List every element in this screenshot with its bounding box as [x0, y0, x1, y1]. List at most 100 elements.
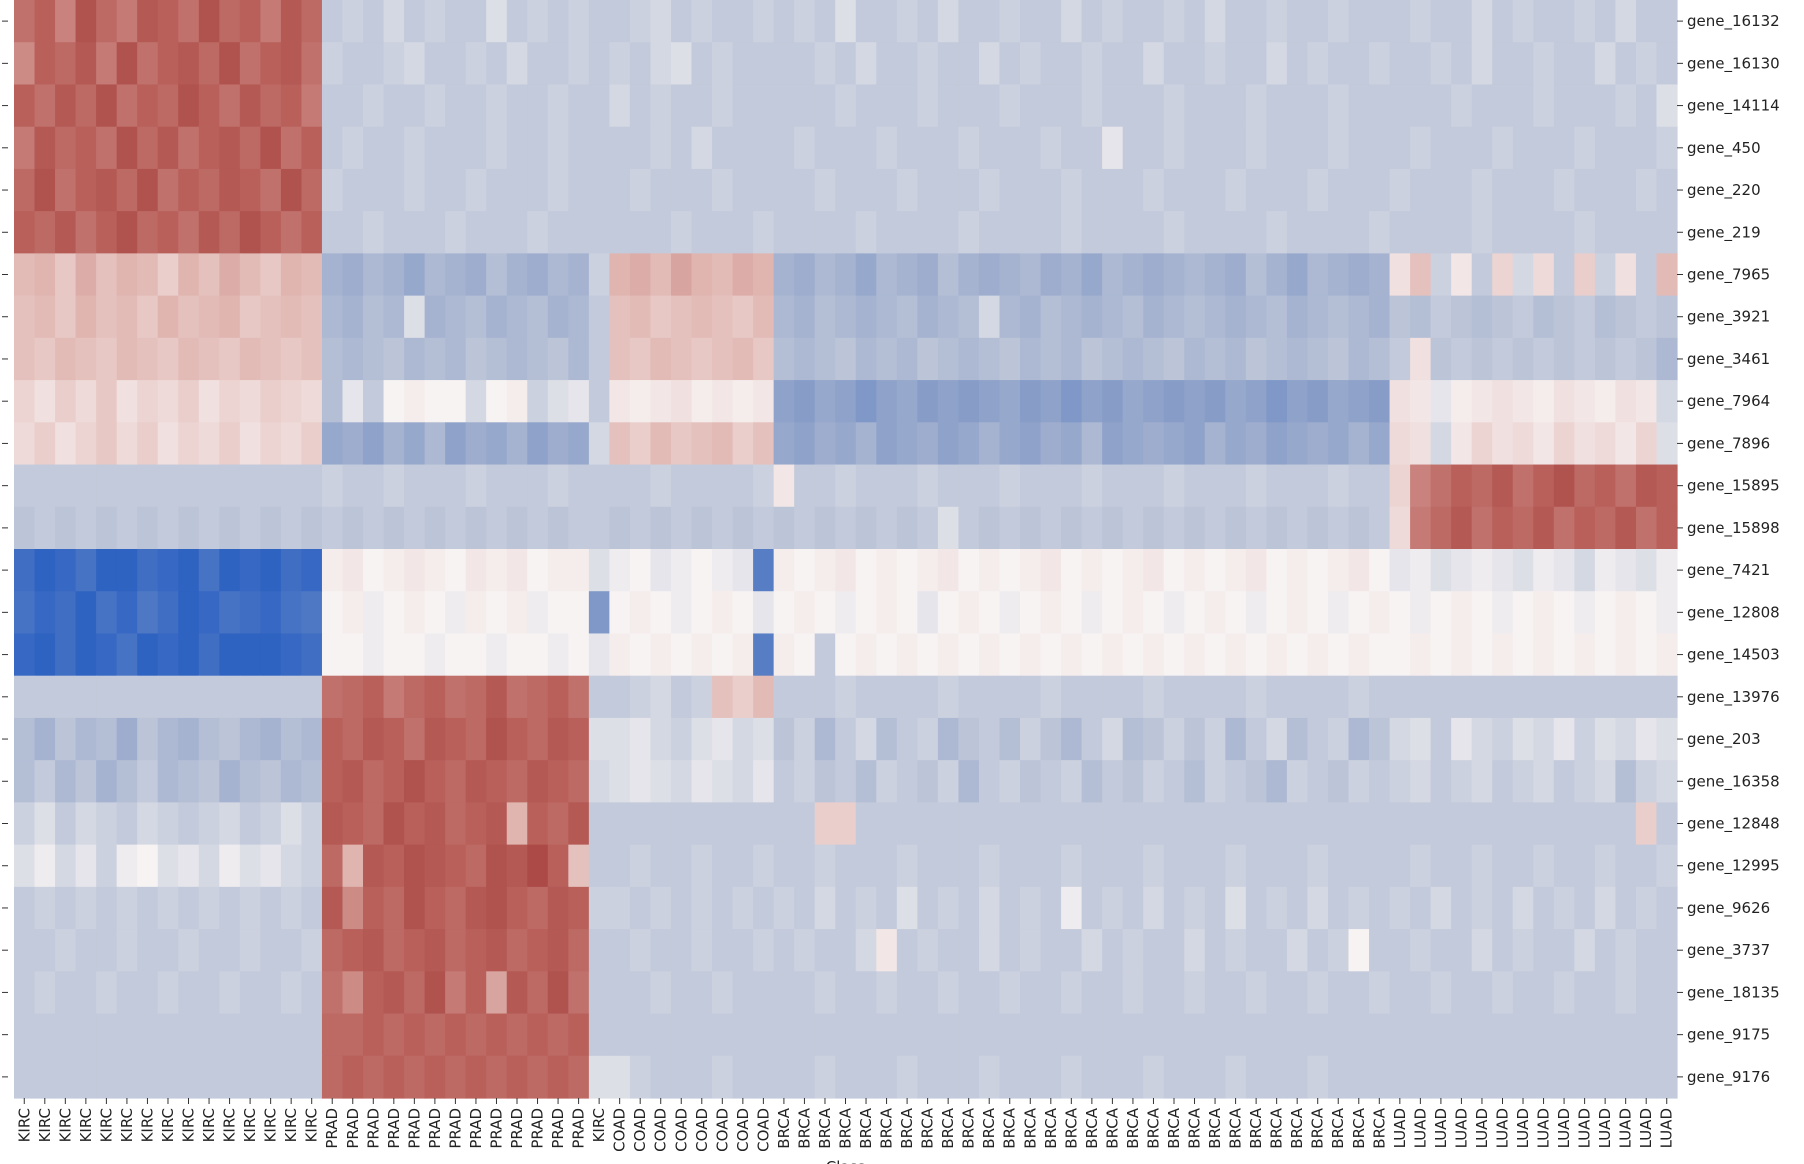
y-tick-label: gene_7896 [1687, 434, 1770, 453]
cell [814, 337, 836, 381]
cell [1204, 422, 1226, 466]
cell [1348, 253, 1370, 297]
cell [486, 929, 508, 972]
cell [1471, 717, 1493, 761]
cell [55, 1055, 77, 1099]
cell [1040, 84, 1062, 128]
cell [1656, 253, 1678, 297]
cell [14, 886, 36, 930]
cell [1369, 633, 1391, 677]
cell [732, 802, 754, 846]
cell [1594, 591, 1617, 635]
cell [609, 591, 631, 635]
cell [1143, 337, 1165, 381]
cell [547, 760, 569, 803]
cell [424, 464, 446, 508]
x-tick-label: BRCA [980, 1107, 998, 1148]
cell [1081, 549, 1103, 592]
cell [465, 253, 487, 297]
cell [157, 506, 179, 550]
cell [1286, 717, 1309, 761]
cell [1225, 971, 1247, 1015]
cell [1307, 1055, 1329, 1099]
cell [527, 42, 549, 86]
cell [1553, 506, 1575, 550]
cell [178, 464, 200, 508]
cell [1225, 380, 1247, 423]
cell [1184, 211, 1206, 254]
cell [1410, 929, 1432, 972]
cell [1430, 971, 1452, 1015]
cell [527, 84, 549, 128]
cell [753, 1013, 775, 1057]
x-tick-label: PRAD [549, 1108, 567, 1149]
cell [1225, 760, 1247, 803]
cell [794, 760, 816, 803]
cell [1163, 717, 1185, 761]
cell [835, 1013, 857, 1057]
cell [486, 464, 508, 508]
cell [1204, 380, 1226, 423]
cell [14, 591, 36, 635]
cell [1081, 1013, 1103, 1057]
cell [1348, 506, 1370, 550]
cell [978, 929, 1001, 972]
cell [670, 675, 693, 719]
cell [280, 802, 303, 846]
cell [137, 506, 159, 550]
cell [363, 168, 385, 212]
cell [876, 337, 898, 381]
cell [814, 717, 836, 761]
cell [588, 422, 610, 466]
cell [527, 295, 549, 339]
cell [137, 971, 159, 1015]
cell [876, 633, 898, 677]
cell [1574, 0, 1596, 43]
cell [1512, 295, 1534, 339]
cell [691, 929, 713, 972]
cell [691, 422, 713, 466]
cell [1327, 253, 1350, 297]
cell [465, 549, 487, 592]
cell [1143, 0, 1165, 43]
cell [1348, 464, 1370, 508]
cell [835, 675, 857, 719]
cell [1451, 295, 1473, 339]
cell [1471, 211, 1493, 254]
cell [198, 506, 220, 550]
cell [445, 506, 467, 550]
x-tick-label: COAD [652, 1108, 670, 1152]
cell [178, 42, 200, 86]
cell [157, 886, 179, 930]
cell [198, 295, 220, 339]
cell [1615, 675, 1637, 719]
cell [1266, 591, 1288, 635]
cell [1245, 802, 1267, 846]
y-tick-label: gene_12848 [1687, 815, 1780, 834]
cell [937, 253, 960, 297]
cell [855, 549, 877, 592]
x-tick-label: BRCA [1227, 1107, 1245, 1148]
cell [1225, 84, 1247, 128]
x-tick-label: KIRC [118, 1108, 136, 1142]
cell [1061, 844, 1083, 888]
cell [670, 84, 693, 128]
cell [506, 422, 528, 466]
cell [855, 717, 877, 761]
cell [753, 126, 775, 170]
cell [260, 844, 282, 888]
cell [424, 971, 446, 1015]
cell [794, 42, 816, 86]
cell [280, 464, 303, 508]
cell [383, 380, 405, 423]
cell [568, 464, 590, 508]
cell [691, 675, 713, 719]
cell [424, 633, 446, 677]
cell [1327, 717, 1350, 761]
cell [14, 971, 36, 1015]
cell [383, 886, 405, 930]
cell [1533, 464, 1555, 508]
cell [1225, 337, 1247, 381]
cell [1533, 337, 1555, 381]
cell [691, 42, 713, 86]
